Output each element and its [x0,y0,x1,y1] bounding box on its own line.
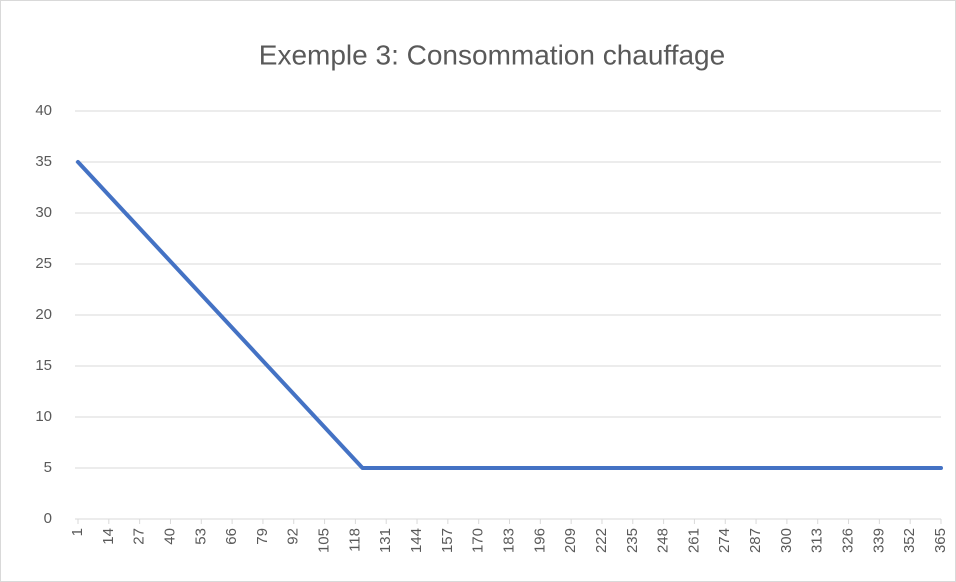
y-tick-label: 35 [35,153,52,170]
y-tick-label: 15 [35,357,52,374]
x-tick-label: 261 [685,528,702,553]
x-tick-label: 235 [624,528,641,553]
x-tick-label: 287 [747,528,764,553]
y-tick-label: 25 [35,255,52,272]
chart-title: Exemple 3: Consommation chauffage [259,39,725,70]
x-tick-label: 300 [778,528,795,553]
x-tick-label: 196 [531,528,548,553]
y-tick-label: 10 [35,408,52,425]
data-line [76,160,943,470]
x-tick-label: 339 [870,528,887,553]
x-tick-label: 222 [593,528,610,553]
x-tick-label: 131 [377,528,394,553]
x-tick-label: 1 [69,528,86,536]
y-tick-label: 0 [44,510,52,527]
x-tick-label: 118 [346,528,363,552]
x-tick-label: 170 [470,528,487,553]
x-tick-label: 53 [192,528,209,545]
x-tick-label: 66 [223,528,240,545]
y-tick-label: 20 [35,306,52,323]
y-tick-label: 30 [35,204,52,221]
x-tick-label: 209 [562,528,579,553]
y-tick-label: 40 [35,102,52,119]
x-tick-label: 365 [932,528,949,553]
x-tick-label: 326 [840,528,857,553]
x-tick-label: 27 [131,528,148,545]
y-tick-label: 5 [44,459,52,476]
x-tick-label: 274 [716,528,733,553]
x-tick-label: 248 [655,528,672,553]
x-tick-label: 92 [285,528,302,545]
x-tick-label: 14 [100,528,117,545]
x-tick-label: 352 [901,528,918,553]
x-tick-label: 105 [316,528,333,553]
x-tick-label: 313 [809,528,826,553]
x-tick-label: 183 [500,528,517,553]
x-tick-label: 40 [161,528,178,545]
x-tick-label: 157 [439,528,456,553]
x-tick-label: 79 [254,528,271,545]
x-tick-label: 144 [408,528,425,553]
